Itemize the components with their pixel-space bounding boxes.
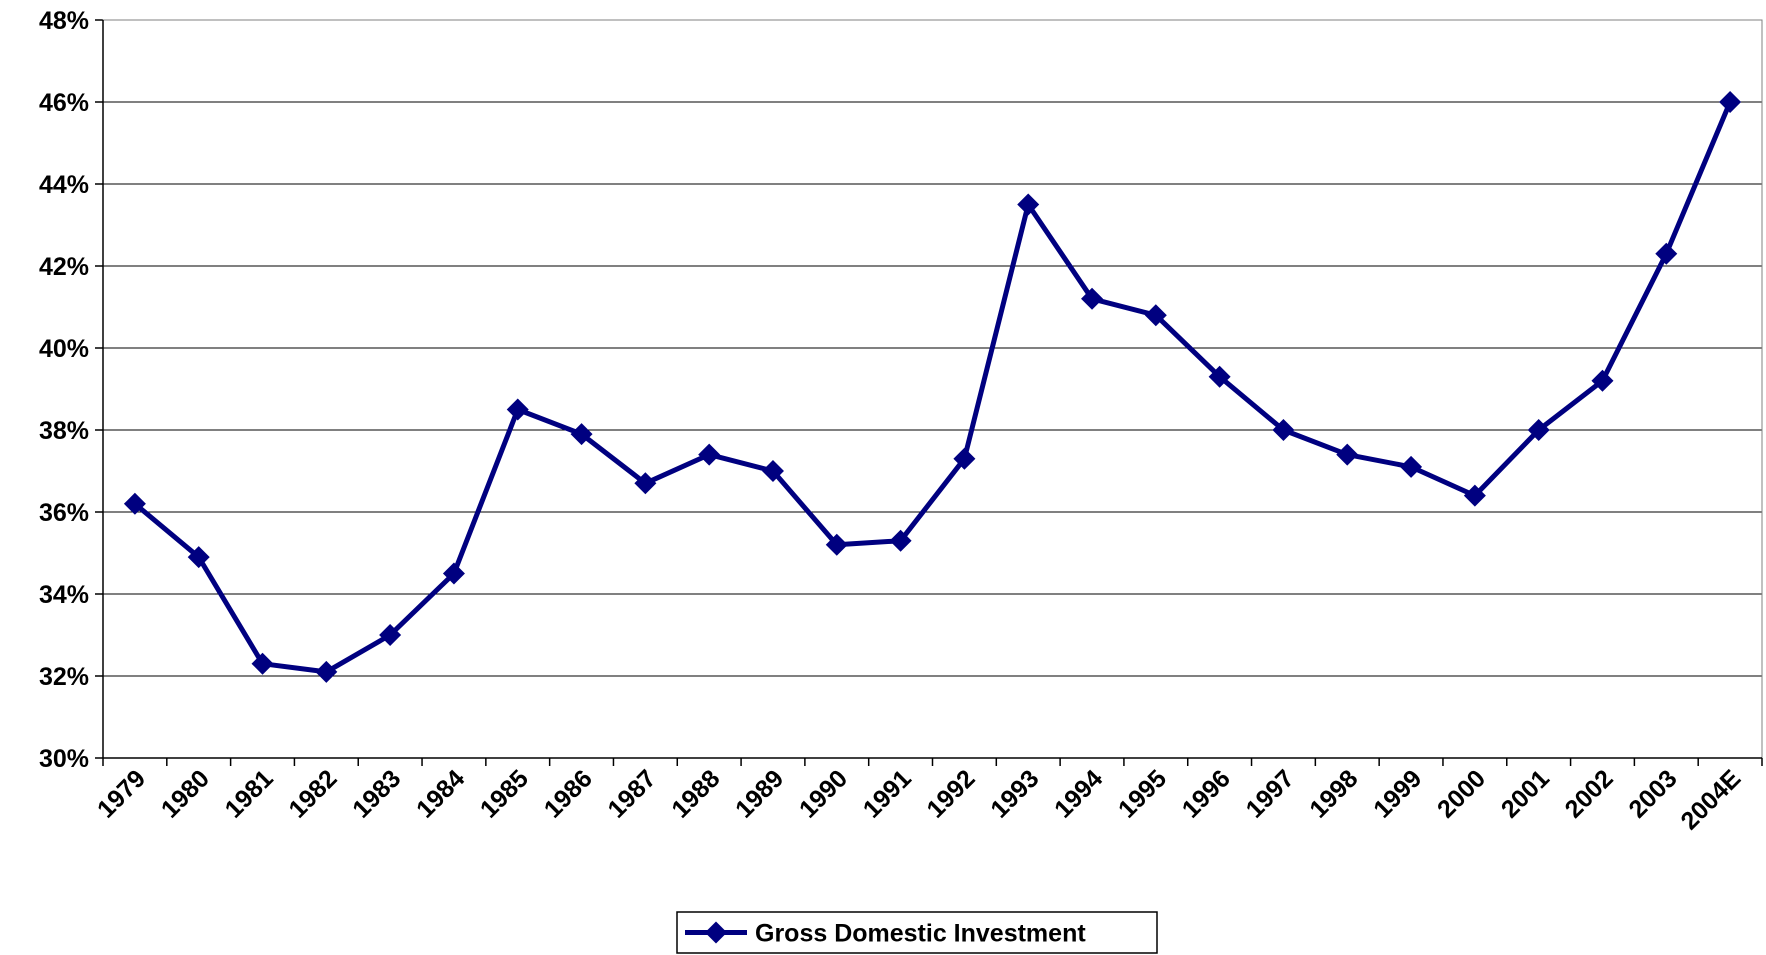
- x-tick-label: 1992: [922, 764, 981, 823]
- y-tick-label: 30%: [39, 745, 89, 773]
- legend-box: [676, 911, 1158, 954]
- data-point: [442, 562, 465, 585]
- x-tick-label: 1981: [220, 764, 279, 823]
- y-tick-label: 48%: [39, 7, 89, 35]
- data-point: [570, 423, 593, 446]
- x-tick-label: 1995: [1113, 764, 1172, 823]
- x-tick-label: 1997: [1241, 764, 1300, 823]
- x-tick-label: 1999: [1368, 764, 1427, 823]
- series-line: [133, 101, 1733, 675]
- data-point: [1336, 443, 1359, 466]
- data-point: [315, 660, 338, 683]
- x-tick-label: 2004E: [1675, 764, 1746, 835]
- y-tick-label: 42%: [39, 253, 89, 281]
- data-point: [187, 546, 210, 569]
- plot-frame: [102, 19, 1763, 759]
- data-point: [251, 652, 274, 675]
- data-point: [698, 443, 721, 466]
- data-point: [953, 447, 976, 470]
- data-point: [761, 460, 784, 482]
- y-tick-label: 44%: [39, 171, 89, 199]
- data-point: [1527, 419, 1550, 441]
- x-tick-label: 1990: [794, 764, 853, 823]
- data-point: [1400, 455, 1423, 478]
- x-tick-label: 1982: [283, 764, 342, 823]
- y-tick-label: 38%: [39, 417, 89, 445]
- x-tick-label: 1989: [730, 764, 789, 823]
- data-point: [1081, 287, 1104, 310]
- data-point: [1655, 242, 1678, 265]
- x-tick-label: 2003: [1623, 764, 1682, 823]
- data-point: [1144, 304, 1167, 327]
- x-tick-label: 1980: [156, 764, 215, 823]
- x-tick-label: 2000: [1432, 764, 1491, 823]
- x-tick-label: 1984: [411, 764, 470, 823]
- x-tick-label: 1998: [1304, 764, 1363, 823]
- y-tick-label: 40%: [39, 335, 89, 363]
- x-tick-label: 1994: [1049, 764, 1108, 823]
- y-tick-label: 32%: [39, 663, 89, 691]
- x-tick-label: 1979: [92, 764, 151, 823]
- data-point: [1272, 419, 1295, 441]
- x-tick-label: 1991: [858, 764, 917, 823]
- y-tick-label: 46%: [39, 89, 89, 117]
- y-tick-label: 34%: [39, 581, 89, 609]
- data-point: [634, 472, 657, 495]
- x-tick-label: 1983: [347, 764, 406, 823]
- legend: Gross Domestic Investment: [676, 911, 1158, 954]
- data-point: [1719, 91, 1742, 113]
- data-point: [1017, 193, 1040, 216]
- y-tick-label: 36%: [39, 499, 89, 527]
- data-point: [1463, 484, 1486, 507]
- data-point: [379, 624, 402, 646]
- x-tick-label: 2001: [1496, 764, 1555, 823]
- data-point: [123, 492, 146, 515]
- x-tick-label: 1993: [985, 764, 1044, 823]
- legend-marker: [705, 921, 727, 944]
- x-tick-label: 1985: [475, 764, 534, 823]
- data-point: [506, 398, 529, 421]
- data-point: [825, 533, 848, 556]
- data-point: [1208, 365, 1231, 388]
- x-tick-label: 2002: [1560, 764, 1619, 823]
- x-tick-label: 1987: [602, 764, 661, 823]
- data-point: [1591, 369, 1614, 392]
- x-tick-label: 1996: [1177, 764, 1236, 823]
- data-point: [889, 529, 912, 552]
- legend-label: Gross Domestic Investment: [755, 920, 1086, 948]
- x-tick-label: 1988: [666, 764, 725, 823]
- x-tick-label: 1986: [539, 764, 598, 823]
